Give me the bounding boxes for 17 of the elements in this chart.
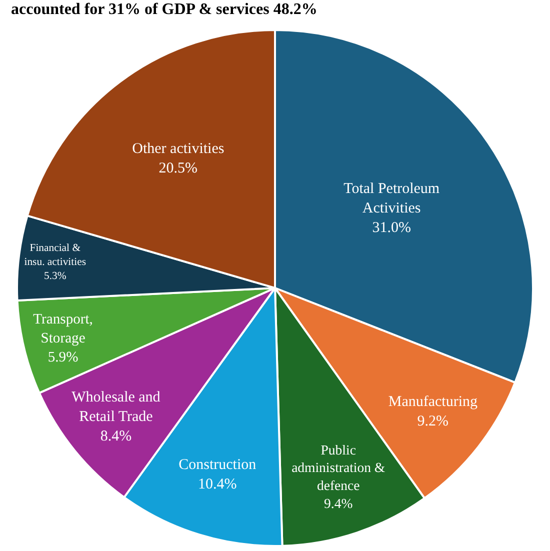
slice-label: Public administration & defence bbox=[292, 442, 386, 494]
data-label: 31.0% bbox=[372, 220, 411, 236]
data-label: 9.4% bbox=[324, 496, 353, 512]
data-label: 5.3% bbox=[44, 270, 66, 282]
data-label: 10.4% bbox=[198, 476, 237, 492]
slice-label: Other activities bbox=[132, 141, 224, 158]
slice-label: Financial & insu. activities bbox=[24, 242, 86, 268]
data-label: 5.9% bbox=[48, 349, 78, 366]
data-label: 20.5% bbox=[158, 160, 198, 177]
slice-label: Transport, Storage bbox=[33, 311, 93, 346]
data-label: 9.2% bbox=[417, 413, 449, 430]
data-label: 8.4% bbox=[100, 428, 132, 445]
slice-label: Wholesale and Retail Trade bbox=[72, 390, 161, 426]
slice-label: Construction bbox=[178, 456, 257, 473]
slice-label: Total Petroleum Activities bbox=[344, 180, 440, 216]
chart-title: accounted for 31% of GDP & services 48.2% bbox=[11, 0, 318, 18]
slice-label: Manufacturing bbox=[388, 394, 478, 410]
